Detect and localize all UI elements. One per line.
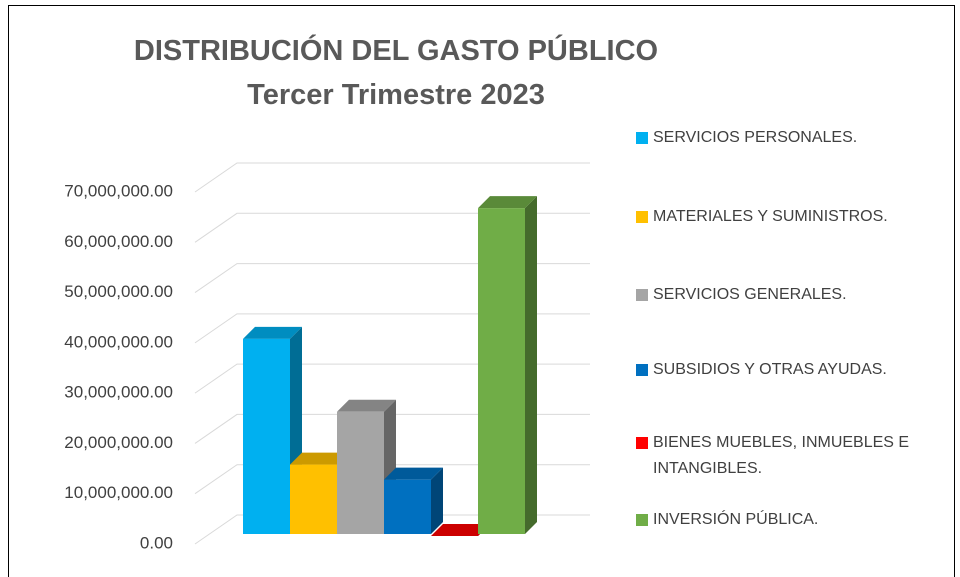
bar-top bbox=[290, 452, 349, 465]
y-tick-label: 40,000,000.00 bbox=[64, 332, 173, 351]
legend-item: SUBSIDIOS Y OTRAS AYUDAS. bbox=[636, 357, 952, 383]
legend-label: SUBSIDIOS Y OTRAS AYUDAS. bbox=[653, 361, 887, 378]
legend-swatch bbox=[636, 132, 648, 144]
legend-swatch bbox=[636, 437, 648, 449]
chart-border bbox=[8, 5, 955, 577]
y-tick-label: 0.00 bbox=[140, 533, 173, 552]
grid-line bbox=[194, 514, 590, 545]
y-tick-label: 10,000,000.00 bbox=[64, 483, 173, 502]
legend-label: INVERSIÓN PÚBLICA. bbox=[653, 511, 819, 528]
grid-line bbox=[194, 313, 590, 344]
legend-item: SERVICIOS PERSONALES. bbox=[636, 125, 952, 151]
grid-line bbox=[194, 162, 590, 193]
y-tick-label: 70,000,000.00 bbox=[64, 181, 173, 200]
bar-top bbox=[431, 523, 490, 536]
bar-top bbox=[337, 399, 396, 412]
bar-front bbox=[337, 411, 384, 534]
bar-top bbox=[384, 467, 443, 480]
legend-label: SERVICIOS GENERALES. bbox=[653, 286, 847, 303]
y-tick-label: 20,000,000.00 bbox=[64, 433, 173, 452]
bar bbox=[337, 399, 396, 534]
legend-item: INVERSIÓN PÚBLICA. bbox=[636, 507, 952, 533]
bar-side bbox=[525, 196, 537, 534]
grid-line bbox=[194, 363, 590, 394]
legend-item: MATERIALES Y SUMINISTROS. bbox=[636, 204, 952, 230]
bar bbox=[384, 467, 443, 534]
bar-side bbox=[431, 467, 443, 534]
legend-label: SERVICIOS PERSONALES. bbox=[653, 129, 858, 146]
y-tick-label: 60,000,000.00 bbox=[64, 232, 173, 251]
y-tick-label: 30,000,000.00 bbox=[64, 383, 173, 402]
bar bbox=[478, 196, 537, 534]
grid-line bbox=[194, 263, 590, 293]
bar-front bbox=[384, 479, 431, 534]
bar-top bbox=[478, 196, 537, 209]
grid-line bbox=[194, 464, 590, 495]
legend-swatch bbox=[636, 211, 648, 223]
legend-swatch bbox=[636, 514, 648, 526]
bar-front bbox=[290, 464, 337, 534]
legend-item: SERVICIOS GENERALES. bbox=[636, 282, 952, 308]
grid-line bbox=[194, 212, 590, 243]
legend-swatch bbox=[636, 364, 648, 376]
grid-line bbox=[194, 413, 590, 444]
bar-front bbox=[243, 338, 290, 534]
bar-top bbox=[243, 326, 302, 339]
legend-swatch bbox=[636, 289, 648, 301]
legend-label: MATERIALES Y SUMINISTROS. bbox=[653, 208, 888, 225]
y-tick-label: 50,000,000.00 bbox=[64, 282, 173, 301]
chart-subtitle: Tercer Trimestre 2023 bbox=[247, 79, 545, 111]
bar-front bbox=[478, 208, 525, 534]
chart-title: DISTRIBUCIÓN DEL GASTO PÚBLICO bbox=[134, 33, 658, 67]
legend-label: BIENES MUEBLES, INMUEBLES E INTANGIBLES. bbox=[653, 434, 910, 477]
legend-item: BIENES MUEBLES, INMUEBLES E INTANGIBLES. bbox=[636, 430, 952, 482]
